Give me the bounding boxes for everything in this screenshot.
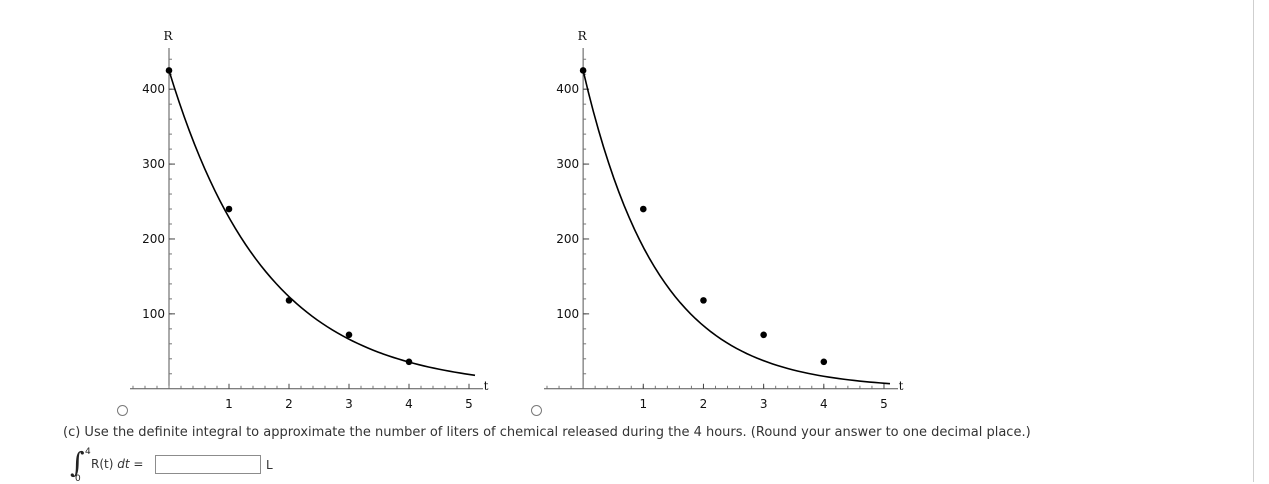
x-tick-label: 4 (820, 397, 828, 411)
x-tick-label: 2 (285, 397, 293, 411)
x-tick-label: 5 (465, 397, 473, 411)
data-point (579, 67, 587, 74)
y-tick-label: 400 (556, 82, 579, 96)
integrand-expression: R(t) dt = (91, 457, 143, 471)
data-point (405, 358, 413, 366)
model-curve (168, 70, 476, 377)
data-point (285, 297, 293, 304)
answer-input[interactable] (155, 455, 261, 474)
data-point (225, 205, 233, 213)
option-1-radio[interactable] (117, 405, 128, 416)
y-tick-label: 100 (556, 307, 579, 321)
y-tick-label: 400 (142, 82, 165, 96)
x-tick-label: 5 (880, 397, 888, 411)
y-axis-label: R (163, 29, 173, 43)
data-point (345, 331, 353, 339)
x-tick-label: 3 (345, 397, 353, 411)
data-point (760, 331, 767, 339)
y-tick-label: 300 (556, 157, 579, 171)
integrand-dt: dt (117, 457, 130, 471)
integral-upper-limit: 4 (85, 447, 91, 457)
integrand-equals: = (133, 457, 144, 471)
x-axis-label: t (484, 379, 489, 393)
question-c-text: (c) Use the definite integral to approxi… (63, 425, 1031, 440)
data-point (700, 297, 707, 304)
integrand-function: R(t) (91, 457, 114, 471)
y-tick-label: 200 (142, 232, 165, 246)
integral-sign: ∫ (70, 446, 85, 479)
x-tick-label: 2 (700, 397, 708, 411)
data-point (639, 205, 647, 213)
data-point (820, 358, 828, 366)
x-tick-label: 4 (405, 397, 413, 411)
model-curve (582, 70, 891, 385)
x-axis-label: t (899, 379, 904, 393)
data-point (165, 67, 173, 74)
y-tick-label: 300 (142, 157, 165, 171)
x-tick-label: 3 (760, 397, 768, 411)
option-2-radio[interactable] (531, 405, 542, 416)
y-tick-label: 100 (142, 307, 165, 321)
x-tick-label: 1 (225, 397, 233, 411)
unit-label: L (266, 458, 273, 472)
integral-lower-limit: 0 (75, 474, 81, 484)
page-divider (1253, 0, 1254, 482)
x-tick-label: 1 (639, 397, 647, 411)
y-tick-label: 200 (556, 232, 579, 246)
y-axis-label: R (578, 29, 588, 43)
